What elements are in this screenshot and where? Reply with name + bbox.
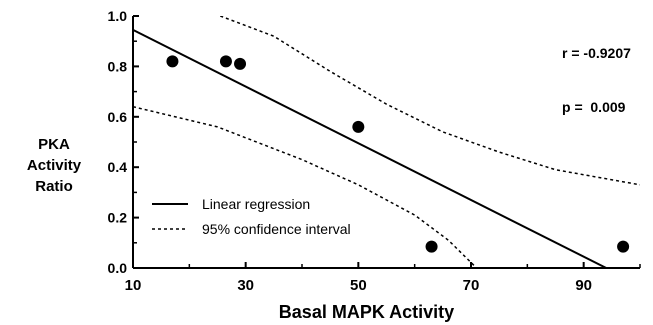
y-axis-label-line-2: Activity xyxy=(26,157,82,174)
legend-ci-label: 95% confidence interval xyxy=(202,221,351,237)
y-tick-label: 0.6 xyxy=(108,109,128,125)
y-axis-label: PKA Activity Ratio xyxy=(14,134,94,197)
ci-lower-curve xyxy=(133,105,478,268)
x-tick-label: 90 xyxy=(575,277,592,294)
y-tick-label: 1.0 xyxy=(108,8,128,24)
x-tick-label: 10 xyxy=(125,277,142,294)
data-point xyxy=(166,55,179,68)
regression-line xyxy=(132,28,607,269)
stats-annotation: r = -0.9207 p = 0.009 xyxy=(562,8,631,134)
x-tick-label: 50 xyxy=(350,277,367,294)
x-axis-title: Basal MAPK Activity xyxy=(279,302,454,322)
data-point xyxy=(617,240,630,253)
data-point xyxy=(234,57,247,70)
r-value-text: r = -0.9207 xyxy=(562,45,631,61)
y-axis-label-line-1: PKA xyxy=(38,136,70,153)
y-tick-label: 0.8 xyxy=(108,58,128,74)
x-tick-label: 70 xyxy=(463,277,480,294)
data-point xyxy=(219,55,232,68)
p-value-text: p = 0.009 xyxy=(562,99,626,115)
legend-regression-label: Linear regression xyxy=(202,196,310,212)
y-tick-label: 0.4 xyxy=(108,159,128,175)
ci-upper-curve xyxy=(220,16,640,186)
data-point xyxy=(352,120,365,133)
y-tick-label: 0.0 xyxy=(108,260,128,276)
data-point xyxy=(425,240,438,253)
y-tick-label: 0.2 xyxy=(108,210,128,226)
x-tick-label: 30 xyxy=(237,277,254,294)
y-axis-label-line-3: Ratio xyxy=(35,178,73,195)
